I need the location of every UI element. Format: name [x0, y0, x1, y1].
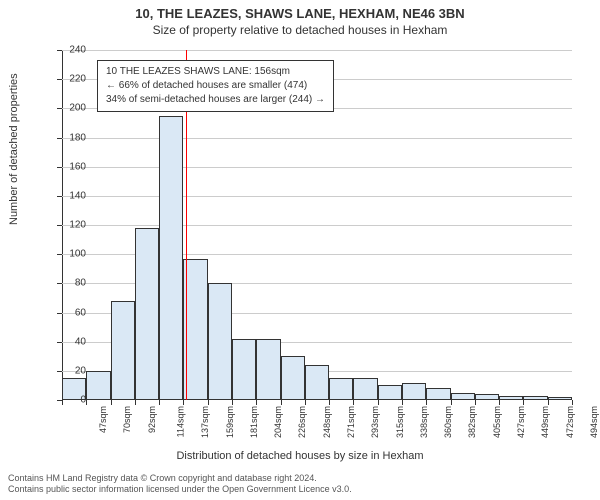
y-tick-label: 220 — [56, 74, 86, 85]
x-tick-mark — [353, 400, 354, 405]
footer-attribution: Contains HM Land Registry data © Crown c… — [8, 473, 352, 496]
histogram-bar — [256, 339, 280, 400]
footer-line1: Contains HM Land Registry data © Crown c… — [8, 473, 317, 483]
y-tick-label: 80 — [56, 278, 86, 289]
x-tick-mark — [159, 400, 160, 405]
chart-title-primary: 10, THE LEAZES, SHAWS LANE, HEXHAM, NE46… — [0, 0, 600, 21]
x-tick-label: 494sqm — [589, 406, 599, 438]
legend-line2: ← 66% of detached houses are smaller (47… — [106, 79, 325, 93]
histogram-bar — [86, 371, 110, 400]
x-tick-label: 427sqm — [516, 406, 526, 438]
histogram-bar — [159, 116, 183, 400]
grid-line — [62, 167, 572, 168]
x-tick-mark — [451, 400, 452, 405]
histogram-bar — [378, 385, 402, 400]
y-tick-label: 0 — [56, 395, 86, 406]
histogram-bar — [111, 301, 135, 400]
x-tick-label: 338sqm — [419, 406, 429, 438]
chart-title-secondary: Size of property relative to detached ho… — [0, 21, 600, 37]
legend-box: 10 THE LEAZES SHAWS LANE: 156sqm← 66% of… — [97, 60, 334, 112]
x-axis-label: Distribution of detached houses by size … — [0, 450, 600, 462]
x-tick-label: 382sqm — [467, 406, 477, 438]
histogram-bar — [451, 393, 475, 400]
y-axis-label: Number of detached properties — [8, 73, 20, 225]
x-tick-mark — [475, 400, 476, 405]
grid-line — [62, 196, 572, 197]
x-tick-mark — [499, 400, 500, 405]
x-tick-label: 248sqm — [322, 406, 332, 438]
histogram-bar — [305, 365, 329, 400]
histogram-bar — [499, 396, 523, 400]
legend-line3: 34% of semi-detached houses are larger (… — [106, 93, 325, 107]
histogram-bar — [135, 228, 159, 400]
footer-line2: Contains public sector information licen… — [8, 484, 352, 494]
x-tick-label: 181sqm — [249, 406, 259, 438]
x-tick-label: 472sqm — [565, 406, 575, 438]
x-tick-label: 137sqm — [200, 406, 210, 438]
x-tick-mark — [329, 400, 330, 405]
x-tick-label: 271sqm — [346, 406, 356, 438]
histogram-bar — [329, 378, 353, 400]
x-tick-mark — [402, 400, 403, 405]
x-tick-label: 293sqm — [370, 406, 380, 438]
y-tick-label: 140 — [56, 190, 86, 201]
x-tick-mark — [426, 400, 427, 405]
grid-line — [62, 50, 572, 51]
x-tick-label: 360sqm — [443, 406, 453, 438]
y-tick-label: 200 — [56, 103, 86, 114]
x-tick-mark — [378, 400, 379, 405]
histogram-bar — [523, 396, 547, 400]
x-tick-label: 226sqm — [297, 406, 307, 438]
legend-line1: 10 THE LEAZES SHAWS LANE: 156sqm — [106, 65, 325, 79]
x-tick-label: 114sqm — [175, 406, 185, 437]
y-tick-label: 180 — [56, 132, 86, 143]
x-tick-mark — [135, 400, 136, 405]
y-tick-label: 40 — [56, 336, 86, 347]
x-tick-label: 47sqm — [98, 406, 108, 433]
x-tick-label: 204sqm — [273, 406, 283, 438]
plot-area: 47sqm70sqm92sqm114sqm137sqm159sqm181sqm2… — [62, 50, 572, 400]
x-tick-label: 405sqm — [492, 406, 502, 438]
y-tick-label: 120 — [56, 220, 86, 231]
x-tick-label: 159sqm — [225, 406, 235, 438]
histogram-bar — [402, 383, 426, 401]
x-tick-label: 92sqm — [147, 406, 157, 433]
x-tick-mark — [232, 400, 233, 405]
y-tick-label: 160 — [56, 161, 86, 172]
grid-line — [62, 138, 572, 139]
x-tick-mark — [281, 400, 282, 405]
x-tick-mark — [183, 400, 184, 405]
x-tick-mark — [523, 400, 524, 405]
x-tick-label: 315sqm — [395, 406, 405, 438]
x-tick-mark — [572, 400, 573, 405]
y-tick-label: 100 — [56, 249, 86, 260]
histogram-bar — [232, 339, 256, 400]
chart-container: 10, THE LEAZES, SHAWS LANE, HEXHAM, NE46… — [0, 0, 600, 500]
y-tick-label: 20 — [56, 365, 86, 376]
histogram-bar — [426, 388, 450, 400]
x-tick-mark — [305, 400, 306, 405]
histogram-bar — [183, 259, 207, 400]
grid-line — [62, 225, 572, 226]
y-tick-label: 240 — [56, 45, 86, 56]
histogram-bar — [208, 283, 232, 400]
y-tick-label: 60 — [56, 307, 86, 318]
x-tick-mark — [548, 400, 549, 405]
x-tick-mark — [111, 400, 112, 405]
x-tick-mark — [256, 400, 257, 405]
x-tick-mark — [208, 400, 209, 405]
x-tick-mark — [86, 400, 87, 405]
x-tick-label: 70sqm — [122, 406, 132, 433]
histogram-bar — [281, 356, 305, 400]
x-tick-label: 449sqm — [540, 406, 550, 438]
histogram-bar — [548, 397, 572, 400]
histogram-bar — [353, 378, 377, 400]
histogram-bar — [475, 394, 499, 400]
